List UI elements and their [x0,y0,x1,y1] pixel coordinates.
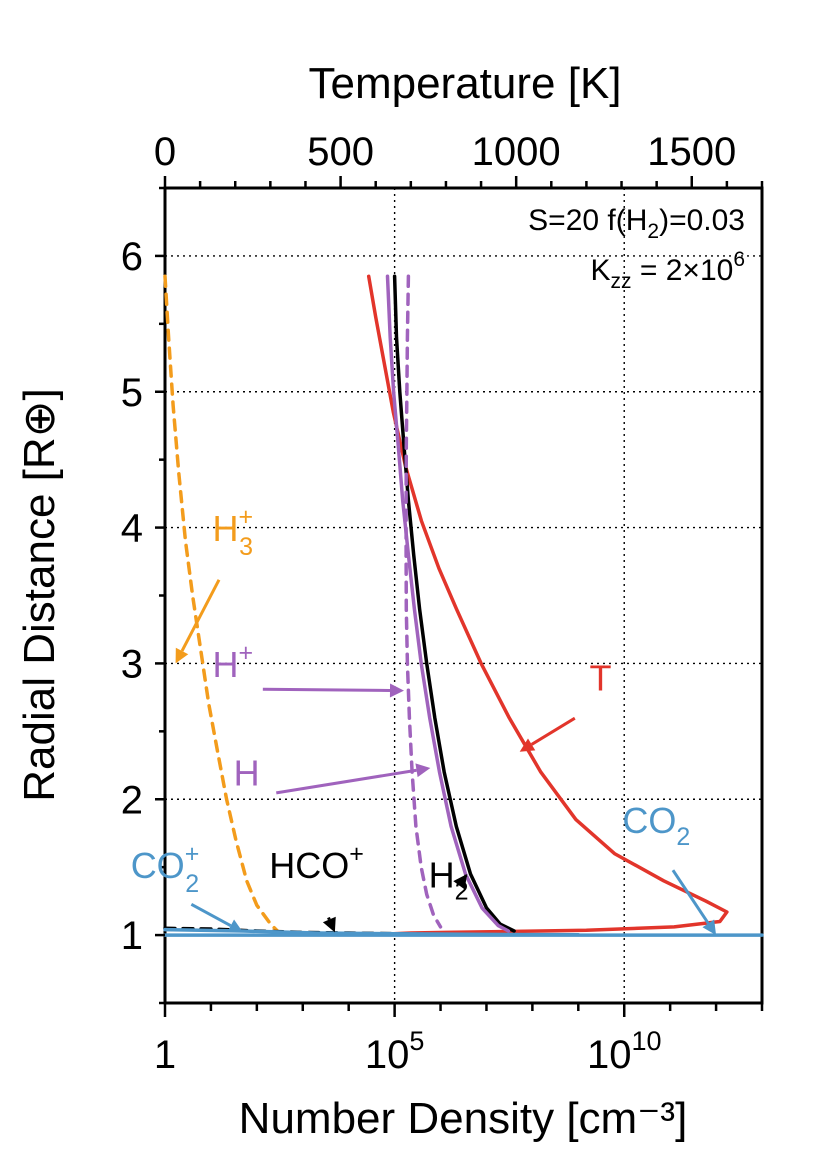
series-label-base: H [429,855,455,896]
x-bottom-tick-label-10000000000: 1010 [587,1026,662,1077]
series-arrowhead-hco-plus [322,916,336,933]
x-bottom-tick-label-100000: 105 [365,1026,425,1077]
series-arrow-t [530,716,576,746]
series-label-base: H [234,753,260,794]
series-arrow-co2 [671,869,710,925]
series-arrowhead-co2 [702,919,717,936]
series-label-hco-plus: HCO+ [269,840,364,886]
series-arrow-hco-plus [327,916,331,921]
series-label-base: HCO [269,845,349,886]
series-label-sup: + [239,503,254,531]
x-bottom-axis-title: Number Density [cm⁻³] [239,1094,688,1143]
x-bottom-tick-label-base: 1 [154,1033,176,1077]
y-axis-title: Radial Distance [R⊕] [15,388,64,801]
series-arrow-h-plus [262,687,391,692]
annotation-line-1-a: S=20 f(H [528,204,647,237]
series-label-sub: 3 [239,533,253,561]
series-label-base: T [589,658,611,699]
series-arrowhead-h3-plus [175,647,189,664]
series-label-sup: + [185,840,200,868]
x-bottom-tick-label-exp: 5 [409,1026,424,1056]
y-tick-label-1: 1 [121,914,143,958]
series-arrow-h [276,768,417,795]
series-label-co2-plus: CO+ 2 [131,840,200,898]
x-bottom-tick-label-exp: 10 [631,1026,661,1056]
series-arrowhead-h2 [453,873,468,890]
y-tick-label-6: 6 [121,235,143,279]
annotation-line-2-sup: 6 [733,248,745,271]
series-label-base: H [213,644,239,685]
annotation-line-1-sub: 2 [647,220,659,243]
series-arrowhead-t [519,738,536,752]
annotation-line-2-b: = 2×10 [632,254,734,287]
series-label-base: H [213,508,239,549]
series-arrow-h3-plus [180,579,221,652]
annotation-line-1: S=20 f(H2)=0.03 [528,204,745,243]
series-line-h [385,274,511,933]
series-label-t: T [589,658,611,699]
x-top-tick-label-0: 0 [154,130,176,174]
series-arrowhead-h-plus [389,683,404,698]
x-bottom-tick-label-1: 1 [154,1033,176,1077]
x-bottom-tick-label-base: 10 [365,1033,410,1077]
annotation-line-2-sub: zz [611,270,632,293]
series-label-h3-plus: H+ 3 [213,503,254,561]
series-label-sup: + [349,840,364,868]
annotation-line-2-a: K [591,254,611,287]
series-arrowhead-h [415,763,431,778]
series-label-sub: 2 [676,823,690,851]
series-label-co2: CO2 [622,800,690,851]
y-tick-label-5: 5 [121,371,143,415]
x-top-tick-label-1500: 1500 [647,130,736,174]
series-label-base: CO [131,845,185,886]
series-line-h2 [392,274,516,933]
series-arrow-co2-plus [190,903,232,928]
x-bottom-tick-label-base: 10 [587,1033,632,1077]
y-tick-label-3: 3 [121,642,143,686]
series-label-base: CO [622,800,676,841]
series-arrowhead-co2-plus [227,919,244,933]
series-label-h-plus: H+ [213,639,254,685]
y-tick-label-4: 4 [121,507,143,551]
series-line-h-plus [404,274,443,929]
x-top-axis-title: Temperature [K] [308,59,621,108]
series-label-sub: 2 [185,870,199,898]
series-line-h3-plus [163,274,280,933]
annotation-line-2: Kzz = 2×106 [591,248,745,293]
x-top-tick-label-1000: 1000 [472,130,561,174]
grid [165,188,762,1003]
y-tick-label-2: 2 [121,778,143,822]
annotation-line-1-b: )=0.03 [659,204,745,237]
curves [163,274,764,937]
x-top-tick-label-500: 500 [307,130,374,174]
series-label-sup: + [239,639,254,667]
series-label-h: H [234,753,260,794]
